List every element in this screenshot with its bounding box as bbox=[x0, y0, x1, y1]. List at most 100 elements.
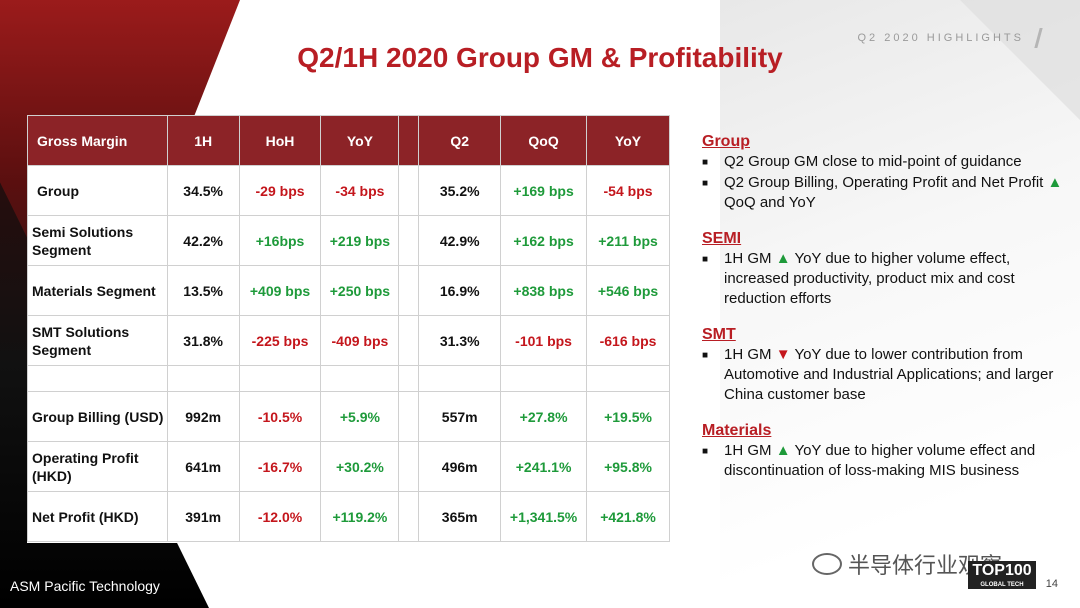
note-section-group: Group ■ Q2 Group GM close to mid-point o… bbox=[702, 132, 1072, 213]
col-header-yoy-q: YoY bbox=[586, 115, 670, 166]
note-bullet: ■ Q2 Group GM close to mid-point of guid… bbox=[702, 152, 1072, 173]
cell-hoh: -10.5% bbox=[238, 391, 322, 442]
note-heading: SMT bbox=[702, 326, 736, 343]
commentary-panel: Group ■ Q2 Group GM close to mid-point o… bbox=[702, 132, 1072, 497]
cell-hoh: -225 bps bbox=[238, 315, 322, 366]
col-header-gap bbox=[398, 115, 420, 166]
bullet-text: Q2 Group Billing, Operating Profit and N… bbox=[724, 173, 1072, 213]
cell-yoy: +119.2% bbox=[320, 491, 400, 542]
note-section-materials: Materials ■ 1H GM ▲ YoY due to higher vo… bbox=[702, 421, 1072, 481]
row-label: Group Billing (USD) bbox=[27, 391, 168, 442]
col-header-qoq: QoQ bbox=[500, 115, 588, 166]
table-header-row: Gross Margin 1H HoH YoY Q2 QoQ YoY bbox=[27, 115, 670, 166]
cell-1h: 391m bbox=[166, 491, 240, 542]
note-heading: Materials bbox=[702, 422, 772, 439]
row-label: Semi Solutions Segment bbox=[27, 215, 168, 266]
cell-yoy-q: -54 bps bbox=[586, 165, 670, 216]
up-arrow-icon: ▲ bbox=[775, 442, 791, 459]
note-bullet: ■ 1H GM ▲ YoY due to higher volume effec… bbox=[702, 441, 1072, 481]
cell-yoy-q: +211 bps bbox=[586, 215, 670, 266]
cell-yoy: +250 bps bbox=[320, 265, 400, 316]
cell-q2: 42.9% bbox=[418, 215, 502, 266]
cell-yoy: +219 bps bbox=[320, 215, 400, 266]
bullet-text: 1H GM ▼ YoY due to lower contribution fr… bbox=[724, 345, 1072, 405]
cell-gap bbox=[398, 315, 420, 366]
top100-badge: TOP100 GLOBAL TECH LEADER bbox=[968, 561, 1036, 596]
spacer-cell bbox=[418, 365, 502, 392]
bullet-text-post: YoY due to higher volume effect, increas… bbox=[724, 250, 1015, 307]
bullet-text-pre: 1H GM bbox=[724, 442, 776, 459]
cell-yoy-q: +19.5% bbox=[586, 391, 670, 442]
cell-hoh: +409 bps bbox=[238, 265, 322, 316]
table-row: Group 34.5% -29 bps -34 bps 35.2% +169 b… bbox=[27, 165, 670, 216]
cell-q2: 31.3% bbox=[418, 315, 502, 366]
cell-q2: 35.2% bbox=[418, 165, 502, 216]
note-heading: SEMI bbox=[702, 230, 742, 247]
row-label: Net Profit (HKD) bbox=[27, 491, 168, 542]
bullet-text-pre: Q2 Group Billing, Operating Profit and N… bbox=[724, 174, 1048, 191]
cell-qoq: +27.8% bbox=[500, 391, 588, 442]
row-label: Materials Segment bbox=[27, 265, 168, 316]
col-header-q2: Q2 bbox=[418, 115, 502, 166]
spacer-cell bbox=[166, 365, 240, 392]
cell-1h: 34.5% bbox=[166, 165, 240, 216]
cell-yoy: -409 bps bbox=[320, 315, 400, 366]
cell-1h: 992m bbox=[166, 391, 240, 442]
col-header-yoy: YoY bbox=[320, 115, 400, 166]
cell-yoy: +30.2% bbox=[320, 441, 400, 492]
down-arrow-icon: ▼ bbox=[775, 346, 791, 363]
bullet-text-post: YoY due to higher volume effect and disc… bbox=[724, 442, 1036, 479]
cell-qoq: +162 bps bbox=[500, 215, 588, 266]
note-section-semi: SEMI ■ 1H GM ▲ YoY due to higher volume … bbox=[702, 229, 1072, 309]
bullet-text: Q2 Group GM close to mid-point of guidan… bbox=[724, 153, 1022, 170]
table-row: Semi Solutions Segment 42.2% +16bps +219… bbox=[27, 215, 670, 266]
col-header-1h: 1H bbox=[166, 115, 240, 166]
slide-title: Q2/1H 2020 Group GM & Profitability bbox=[297, 42, 783, 73]
cell-hoh: +16bps bbox=[238, 215, 322, 266]
cell-qoq: +241.1% bbox=[500, 441, 588, 492]
cell-qoq: -101 bps bbox=[500, 315, 588, 366]
table-row: Group Billing (USD) 992m -10.5% +5.9% 55… bbox=[27, 391, 670, 442]
cell-q2: 557m bbox=[418, 391, 502, 442]
bullet-text-post: QoQ and YoY bbox=[724, 194, 816, 211]
square-bullet-icon: ■ bbox=[702, 254, 709, 265]
cell-qoq: +169 bps bbox=[500, 165, 588, 216]
spacer-cell bbox=[27, 365, 168, 392]
cell-q2: 16.9% bbox=[418, 265, 502, 316]
bullet-text: 1H GM ▲ YoY due to higher volume effect,… bbox=[724, 249, 1072, 309]
spacer-cell bbox=[238, 365, 322, 392]
cell-q2: 365m bbox=[418, 491, 502, 542]
note-bullet: ■ Q2 Group Billing, Operating Profit and… bbox=[702, 173, 1072, 213]
gross-margin-table: Gross Margin 1H HoH YoY Q2 QoQ YoY Group… bbox=[27, 115, 670, 543]
cell-yoy-q: +421.8% bbox=[586, 491, 670, 542]
table-row: Operating Profit (HKD) 641m -16.7% +30.2… bbox=[27, 441, 670, 492]
square-bullet-icon: ■ bbox=[702, 178, 709, 189]
up-arrow-icon: ▲ bbox=[1047, 174, 1063, 191]
note-bullet: ■ 1H GM ▼ YoY due to lower contribution … bbox=[702, 345, 1072, 405]
bullet-text: 1H GM ▲ YoY due to higher volume effect … bbox=[724, 441, 1072, 481]
cell-yoy: +5.9% bbox=[320, 391, 400, 442]
cell-hoh: -29 bps bbox=[238, 165, 322, 216]
badge-title: TOP100 bbox=[972, 562, 1032, 579]
cell-hoh: -16.7% bbox=[238, 441, 322, 492]
cell-gap bbox=[398, 391, 420, 442]
spacer-cell bbox=[398, 365, 420, 392]
badge-subtitle: GLOBAL TECH LEADER bbox=[980, 582, 1024, 596]
spacer-cell bbox=[500, 365, 588, 392]
bullet-text-pre: 1H GM bbox=[724, 250, 776, 267]
cell-yoy: -34 bps bbox=[320, 165, 400, 216]
up-arrow-icon: ▲ bbox=[775, 250, 791, 267]
row-label: SMT Solutions Segment bbox=[27, 315, 168, 366]
table-spacer-row bbox=[27, 365, 670, 392]
cell-gap bbox=[398, 441, 420, 492]
cell-q2: 496m bbox=[418, 441, 502, 492]
cell-gap bbox=[398, 491, 420, 542]
cell-1h: 31.8% bbox=[166, 315, 240, 366]
cell-yoy-q: -616 bps bbox=[586, 315, 670, 366]
spacer-cell bbox=[320, 365, 400, 392]
cell-qoq: +838 bps bbox=[500, 265, 588, 316]
cell-hoh: -12.0% bbox=[238, 491, 322, 542]
section-tag: Q2 2020 HIGHLIGHTS bbox=[857, 32, 1024, 44]
bullet-text-post: YoY due to lower contribution from Autom… bbox=[724, 346, 1054, 403]
page-number: 14 bbox=[1045, 578, 1058, 590]
